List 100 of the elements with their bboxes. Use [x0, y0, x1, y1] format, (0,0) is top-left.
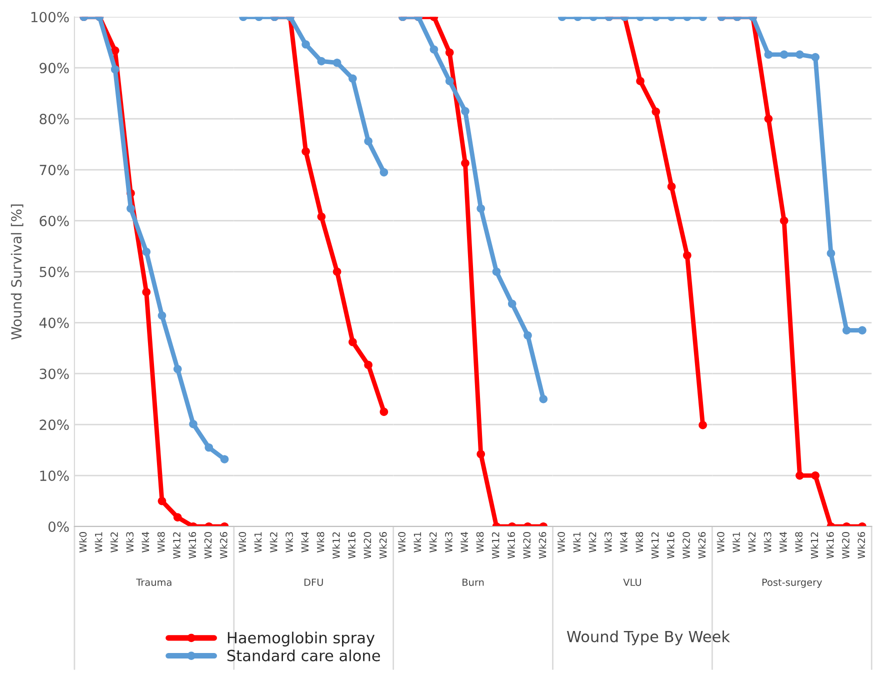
point	[652, 108, 660, 116]
point	[158, 311, 166, 320]
x-tick-label: Wk4	[779, 532, 787, 552]
point	[302, 147, 310, 156]
point	[811, 471, 820, 480]
point	[430, 45, 438, 54]
y-tick-label: 30%	[40, 368, 69, 380]
x-axis-title: DFU	[304, 578, 323, 586]
x-tick-label: Wk8	[636, 532, 644, 552]
x-tick-label: Wk16	[666, 532, 674, 559]
x-tick-label: Wk2	[588, 532, 596, 552]
x-axis-title: Post-surgery	[762, 578, 822, 588]
y-tick-label: 100%	[31, 12, 69, 22]
x-tick-label: Wk1	[94, 532, 102, 552]
y-tick-label: 0%	[48, 521, 69, 532]
legend-label: Standard care alone	[227, 650, 380, 662]
point	[364, 137, 372, 146]
y-tick-label: 80%	[40, 114, 69, 124]
point	[698, 420, 707, 430]
x-tick-label: Wk20	[682, 532, 690, 559]
x-tick-label: Wk2	[110, 532, 118, 552]
point	[508, 300, 516, 308]
x-tick-label: Wk12	[492, 532, 500, 559]
point	[110, 65, 120, 74]
point	[220, 455, 229, 464]
x-tick-label: Wk26	[698, 532, 706, 559]
x-axis-title: Trauma	[136, 578, 172, 586]
point	[667, 182, 676, 191]
x-tick-label: Wk3	[126, 532, 134, 552]
point	[380, 408, 388, 416]
x-tick-label: Wk20	[364, 532, 372, 559]
x-axis-title: Burn	[462, 578, 484, 586]
x-tick-label: Wk2	[429, 532, 437, 552]
x-tick-label: Wk16	[188, 532, 196, 559]
x-tick-label: Wk1	[573, 532, 580, 552]
x-tick-label: Wk0	[398, 532, 406, 552]
point	[796, 471, 804, 480]
x-tick-label: Wk8	[476, 532, 484, 552]
x-tick-label: Wk16	[826, 532, 834, 559]
point	[842, 326, 851, 334]
y-tick-label: 60%	[40, 216, 69, 226]
point	[445, 48, 454, 57]
y-axis-title: Wound Survival [%]	[10, 204, 24, 340]
point	[811, 52, 820, 62]
point	[858, 326, 866, 334]
point	[204, 443, 214, 452]
point	[317, 57, 326, 66]
x-tick-label: Wk20	[842, 532, 850, 559]
x-tick-label: Wk0	[557, 532, 565, 552]
x-tick-label: Wk20	[523, 532, 531, 559]
y-tick-label: 40%	[39, 318, 69, 328]
text: Wound Type By Week	[566, 630, 730, 646]
x-tick-label: Wk8	[157, 532, 165, 552]
x-tick-label: Wk26	[220, 532, 228, 559]
x-tick-label: Wk16	[507, 532, 515, 559]
x-tick-label: Wk4	[620, 532, 628, 552]
point	[158, 496, 166, 506]
point	[364, 360, 372, 370]
legend-label: Haemoglobin spray	[228, 632, 375, 646]
point	[796, 50, 804, 59]
x-tick-label: Wk4	[301, 532, 308, 552]
point	[492, 268, 501, 276]
point	[126, 204, 135, 213]
point	[173, 364, 182, 374]
point	[348, 338, 357, 346]
point	[461, 158, 470, 168]
point	[683, 251, 692, 260]
point	[539, 394, 548, 404]
x-tick-label: Wk12	[810, 532, 818, 559]
x-tick-label: Wk8	[316, 532, 324, 552]
point	[380, 168, 388, 176]
point	[173, 513, 182, 522]
x-tick-label: Wk0	[716, 532, 724, 552]
y-tick-label: 50%	[40, 266, 69, 278]
point	[189, 420, 198, 428]
x-tick-label: Wk2	[748, 532, 756, 552]
x-tick-label: Wk0	[238, 532, 246, 552]
x-tick-label: Wk26	[858, 532, 866, 559]
y-tick-label: 10%	[40, 470, 69, 482]
point	[764, 114, 773, 123]
point	[317, 212, 326, 221]
x-tick-label: Wk1	[414, 532, 422, 552]
x-tick-label: Wk3	[444, 532, 452, 552]
x-tick-label: Wk12	[332, 532, 340, 559]
x-tick-label: Wk4	[142, 532, 150, 552]
x-tick-label: Wk8	[795, 532, 803, 552]
point	[780, 216, 788, 225]
point	[348, 74, 357, 83]
point	[332, 268, 342, 276]
point	[764, 50, 773, 59]
x-tick-label: Wk26	[538, 532, 546, 559]
point	[476, 204, 486, 213]
point	[302, 40, 310, 49]
x-tick-label: Wk3	[285, 532, 293, 552]
point	[332, 58, 342, 67]
x-tick-label: Wk2	[270, 532, 278, 552]
point	[780, 50, 788, 59]
x-tick-label: Wk12	[172, 532, 180, 559]
point	[110, 46, 120, 55]
x-tick-label: Wk4	[460, 532, 468, 552]
